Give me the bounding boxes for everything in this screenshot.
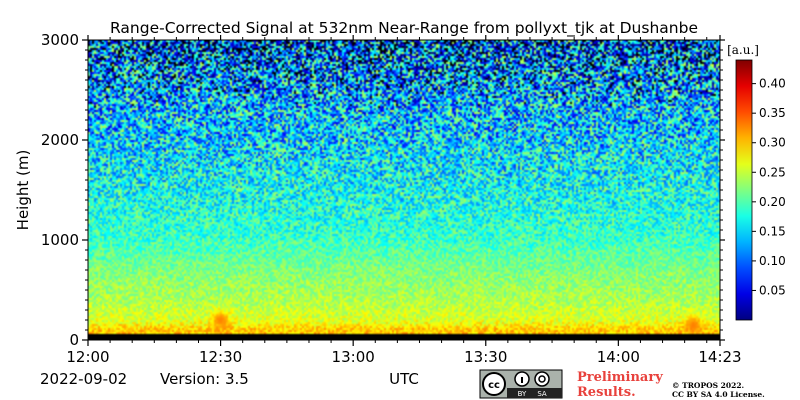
sa-label: SA (537, 390, 547, 398)
x-tick-label: 12:30 (199, 348, 242, 366)
cc-icon (482, 372, 506, 396)
x-axis-label: UTC (389, 370, 419, 388)
y-tick-label: 1000 (41, 231, 79, 249)
y-axis-label: Height (m) (14, 150, 32, 231)
footer-version: Version: 3.5 (160, 370, 249, 388)
colorbar-tick-label: 0.30 (759, 136, 786, 150)
by-label: BY (518, 390, 527, 398)
chart-title: Range-Corrected Signal at 532nm Near-Ran… (110, 19, 698, 38)
y-tick-label: 3000 (41, 31, 79, 49)
x-tick-label: 13:30 (464, 348, 507, 366)
sa-icon (534, 371, 550, 387)
copyright-line1: © TROPOS 2022. (672, 381, 744, 390)
colorbar-gradient (735, 59, 753, 321)
colorbar-tick-label: 0.20 (759, 195, 786, 209)
colorbar-unit: [a.u.] (727, 43, 759, 57)
y-axis: 0 1000 2000 3000 (41, 31, 725, 349)
colorbar-tick-label: 0.40 (759, 77, 786, 91)
copyright-line2: CC BY SA 4.0 License. (672, 390, 765, 399)
colorbar-ticks: 0.05 0.10 0.15 0.20 0.25 0.30 0.35 0.40 (752, 77, 786, 297)
x-tick-label: 14:00 (597, 348, 640, 366)
x-tick-label: 12:00 (66, 348, 109, 366)
y-tick-label: 0 (69, 331, 79, 349)
preliminary-line1: Preliminary (577, 370, 663, 385)
preliminary-line2: Results. (577, 385, 636, 400)
colorbar-tick-label: 0.05 (759, 283, 786, 297)
heatmap-raster (88, 40, 720, 340)
footer-date: 2022-09-02 (40, 370, 127, 388)
colorbar-tick-label: 0.10 (759, 254, 786, 268)
colorbar-tick-label: 0.25 (759, 165, 786, 179)
colorbar: [a.u.] 0.05 0.10 0.15 0.20 0.25 0.30 0.35 0.40 (727, 43, 786, 321)
heatmap-plot-area (87, 39, 721, 341)
x-tick-label: 14:23 (698, 348, 741, 366)
colorbar-tick-label: 0.15 (759, 224, 786, 238)
x-axis: 12:00 12:30 13:00 13:30 14:00 14:23 (66, 35, 742, 366)
colorbar-tick-label: 0.35 (759, 106, 786, 120)
cc-license-badge: cc BY SA (479, 369, 563, 399)
cc-icon-text: cc (488, 380, 500, 391)
y-tick-label: 2000 (41, 131, 79, 149)
x-tick-label: 13:00 (332, 348, 375, 366)
